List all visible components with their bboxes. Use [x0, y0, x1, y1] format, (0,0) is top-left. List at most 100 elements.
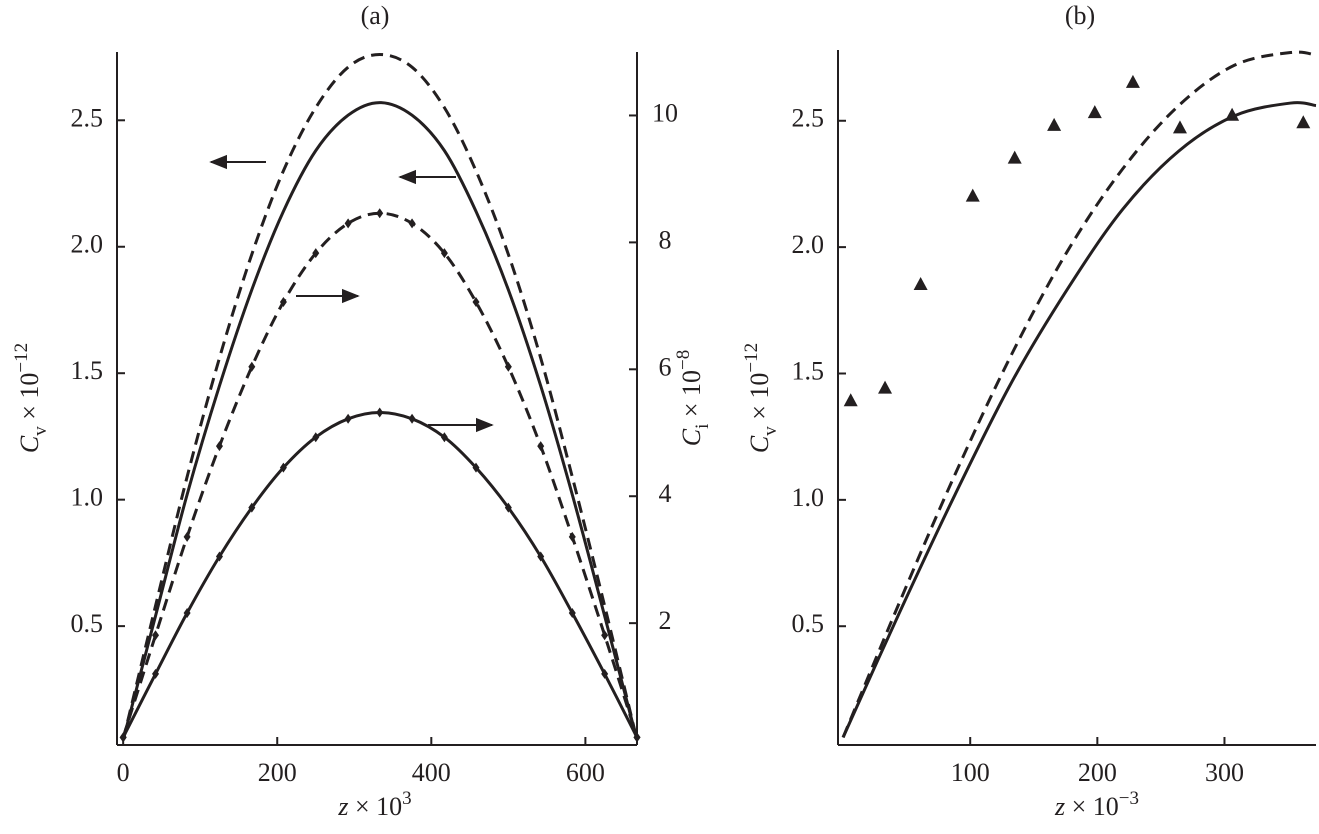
axis-label-part: −12 — [741, 343, 762, 373]
diamond-marker — [472, 462, 480, 473]
panel: (b) 100 200 300 0.5 1.0 1.5 2.0 2.5 — [792, 1, 1317, 787]
axis-label-part: 3 — [402, 788, 412, 809]
axis-label-part: × 10 — [677, 370, 706, 424]
annotation-arrows — [209, 154, 494, 433]
axis-label-part: z — [337, 792, 348, 821]
diamond-marker — [537, 441, 545, 452]
y2-axis-label: Ci × 10−8 — [673, 350, 713, 447]
axis-label-part: v — [760, 426, 781, 436]
diamond-marker — [344, 218, 352, 229]
panel-title: (b) — [1065, 1, 1095, 30]
diamond-marker — [376, 407, 384, 418]
y2-tick-label: 2 — [659, 606, 672, 635]
axis-label-part: × 10 — [745, 373, 774, 427]
diamond-marker — [119, 732, 127, 743]
diamond-marker — [633, 732, 641, 743]
diamond-marker — [601, 630, 609, 641]
diamond-marker — [504, 361, 512, 372]
y-tick-label: 0.5 — [792, 609, 825, 638]
x-axis-label: z × 103 — [337, 788, 411, 821]
axis-label-part: × 10 — [348, 792, 402, 821]
series-line — [841, 101, 1317, 739]
axis-label-part: i — [692, 424, 713, 429]
triangle-marker — [1007, 150, 1022, 164]
x-tick-label: 0 — [117, 758, 130, 787]
diamond-marker — [408, 218, 416, 229]
y-axis-label: Cv × 10−12 — [741, 343, 781, 453]
triangle-marker — [1047, 117, 1062, 131]
y-tick-label: 1.5 — [71, 356, 104, 385]
diamond-marker — [568, 531, 576, 542]
diamond-marker — [537, 551, 545, 562]
triangle-marker — [913, 277, 928, 291]
triangle-marker — [1172, 120, 1187, 134]
y-tick-label: 1.0 — [71, 483, 104, 512]
y2-tick-label: 6 — [659, 352, 672, 381]
diamond-marker — [279, 297, 287, 308]
diamond-marker — [279, 462, 287, 473]
axis-label-part: × 10 — [1065, 792, 1119, 821]
x-tick-label: 400 — [412, 758, 451, 787]
triangle-marker — [965, 188, 980, 202]
x-tick-label: 300 — [1205, 758, 1244, 787]
diamond-marker — [215, 551, 223, 562]
axis-label-part: −3 — [1119, 788, 1139, 809]
diamond-marker — [312, 432, 320, 443]
triangle-marker — [1087, 105, 1102, 119]
diamond-marker — [152, 630, 160, 641]
axis-label-part: −8 — [673, 350, 694, 370]
y-tick-label: 2.0 — [71, 230, 104, 259]
series-line — [841, 50, 1317, 738]
triangle-marker — [1225, 107, 1240, 121]
y-tick-label: 0.5 — [71, 609, 104, 638]
axis-label-part: v — [30, 426, 51, 436]
y-tick-label: 2.5 — [71, 103, 104, 132]
y-tick-label: 1.5 — [792, 356, 825, 385]
x-tick-label: 200 — [258, 758, 297, 787]
diamond-marker — [215, 441, 223, 452]
diamond-marker — [440, 432, 448, 443]
y-tick-label: 2.5 — [792, 104, 825, 133]
series-line — [121, 53, 639, 741]
axis-label-part: C — [677, 428, 706, 446]
diamond-marker — [248, 502, 256, 513]
axis-label-part: −12 — [11, 343, 32, 373]
diamond-marker — [152, 668, 160, 679]
axis-label-part: × 10 — [15, 373, 44, 427]
x-axis-label: z × 10−3 — [1054, 788, 1139, 821]
axis-label-part: C — [745, 435, 774, 453]
triangle-marker — [843, 393, 858, 407]
y-tick-label: 1.0 — [792, 483, 825, 512]
triangle-marker — [1296, 115, 1311, 129]
diamond-marker — [344, 413, 352, 424]
diamond-marker — [472, 297, 480, 308]
diamond-marker — [183, 531, 191, 542]
diamond-marker — [183, 608, 191, 618]
diamond-marker — [440, 248, 448, 259]
y2-tick-label: 8 — [659, 225, 672, 254]
y-tick-label: 2.0 — [792, 230, 825, 259]
triangle-marker — [878, 380, 893, 394]
diamond-marker — [504, 502, 512, 513]
axis-label-part: z — [1054, 792, 1065, 821]
diamond-marker — [248, 361, 256, 372]
panel-title: (a) — [361, 1, 390, 30]
diamond-marker — [312, 248, 320, 259]
axis-label-part: C — [15, 435, 44, 453]
triangle-marker — [1125, 74, 1140, 88]
y2-tick-label: 10 — [652, 98, 678, 127]
series-line — [121, 101, 639, 741]
diamond-marker — [376, 208, 384, 219]
x-tick-label: 600 — [566, 758, 605, 787]
x-tick-label: 200 — [1078, 758, 1117, 787]
series-line — [121, 410, 639, 739]
panel: (a) 0 200 400 600 0.5 1.0 1.5 2.0 2.5 2 4 6 8 10 — [71, 1, 679, 787]
x-tick-label: 100 — [951, 758, 990, 787]
y2-tick-label: 4 — [659, 479, 672, 508]
diamond-marker — [568, 608, 576, 618]
series-line — [121, 211, 639, 738]
diamond-marker — [408, 413, 416, 424]
diamond-marker — [601, 668, 609, 679]
